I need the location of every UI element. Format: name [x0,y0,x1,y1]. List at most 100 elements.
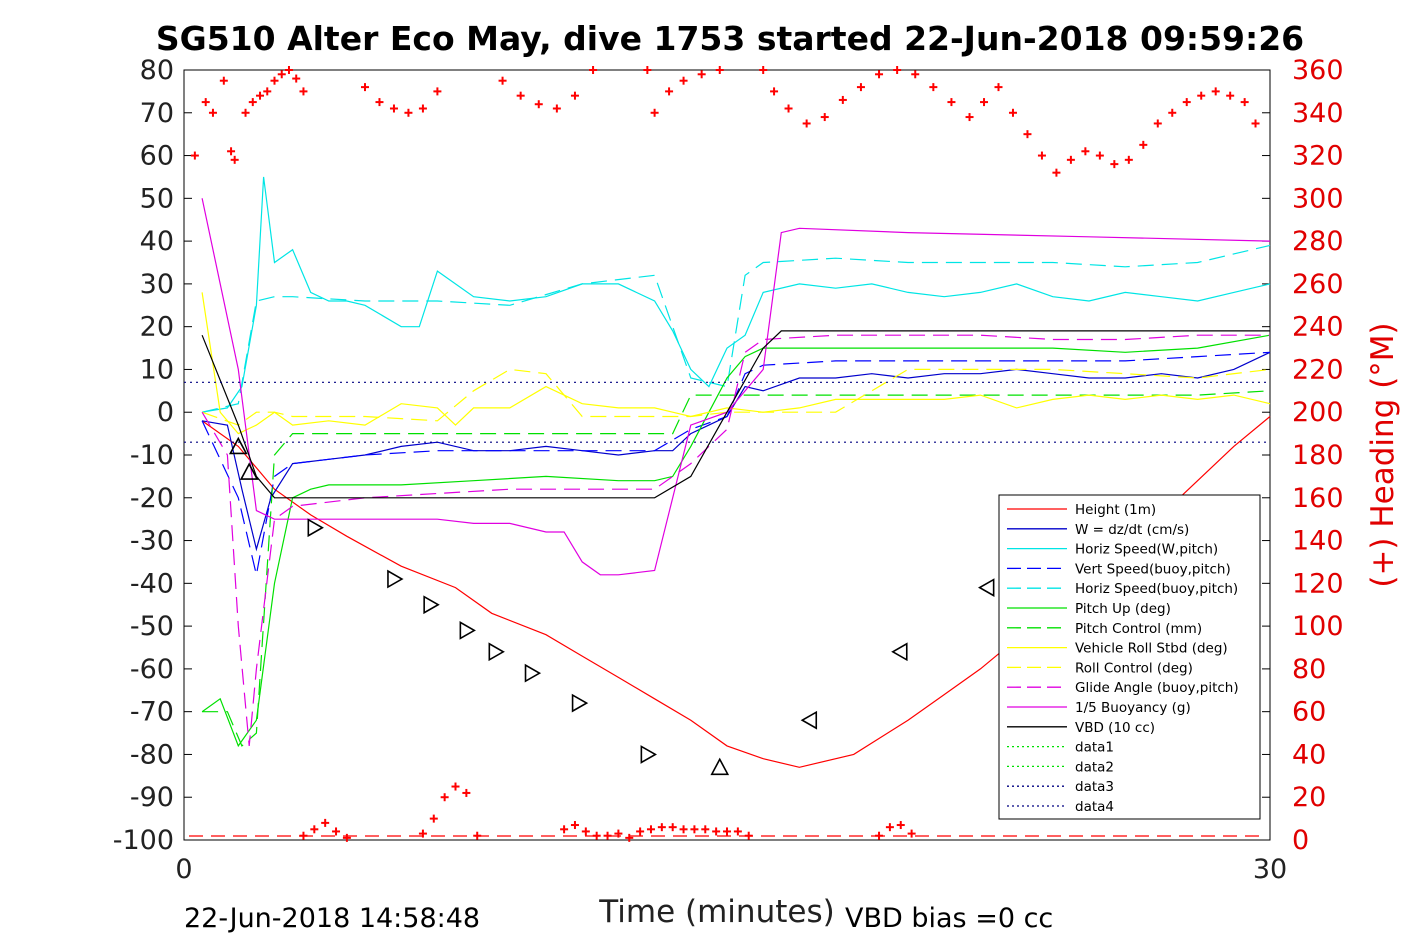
heading-point [893,66,902,74]
heading-point [820,113,829,122]
heading-point [277,70,286,79]
heading-point [1197,91,1206,100]
y2-tick-label: 340 [1292,98,1344,129]
series-line-2 [201,176,1271,413]
heading-point [650,108,659,117]
heading-point [433,87,442,96]
heading-point [1240,98,1249,107]
glide-marker [488,642,505,662]
heading-point [581,827,590,836]
heading-point [560,825,569,834]
heading-point [1226,91,1235,100]
heading-point [270,76,279,85]
y2-tick-label: 40 [1292,739,1326,770]
heading-point [1211,87,1220,96]
y2-tick-label: 200 [1292,397,1344,428]
heading-point [784,104,793,113]
y2-tick-label: 180 [1292,440,1344,471]
heading-point [679,76,688,85]
footer-vbd-bias: VBD bias =0 cc [845,903,1053,934]
heading-point [498,76,507,85]
heading-point [701,825,710,834]
y2-tick-label: 240 [1292,312,1344,343]
heading-point [679,825,688,834]
footer-timestamp: 22-Jun-2018 14:58:48 [184,903,480,934]
series-line-7 [201,292,1271,435]
legend-label: VBD (10 cc) [1075,720,1155,736]
heading-point [310,825,319,834]
heading-point [668,823,677,832]
y-tick-label: -100 [113,825,174,856]
heading-point [1008,108,1017,117]
chart-title: SG510 Alter Eco May, dive 1753 started 2… [156,19,1304,58]
heading-point [227,147,236,156]
heading-point [589,66,598,74]
x-tick-label: 30 [1253,854,1287,885]
glide-marker [524,663,542,683]
legend-label: Pitch Control (mm) [1075,621,1202,637]
heading-point [838,95,847,104]
series-line-10 [201,198,1271,576]
heading-point [332,827,341,836]
y2-tick-label: 80 [1292,654,1326,685]
heading-point [625,833,634,842]
heading-point [208,108,217,117]
legend-label: data1 [1075,740,1114,756]
y-tick-label: 30 [140,269,174,300]
y2-tick-label: 160 [1292,483,1344,514]
heading-point [1124,155,1133,164]
heading-point [241,108,250,117]
glide-marker [800,710,818,730]
heading-point [947,98,956,107]
legend-label: Vehicle Roll Stbd (deg) [1075,641,1228,657]
y-tick-label: -40 [130,568,174,599]
heading-point [201,98,210,107]
heading-point [256,91,265,100]
x-axis: 0 30 [175,832,1287,885]
y-tick-label: 70 [140,98,174,129]
series-line-6 [202,390,1271,747]
heading-point [712,827,721,836]
heading-point [965,113,974,122]
heading-point [1066,155,1075,164]
y-axis-right: 3603403203002802602402202001801601401201… [1292,55,1344,856]
heading-point [1168,108,1177,117]
heading-point [1110,160,1119,169]
heading-point [190,151,199,160]
y-tick-label: -10 [130,440,174,471]
heading-point [1153,119,1162,128]
series-line-4 [201,244,1271,413]
heading-point [361,83,369,92]
heading-point [534,100,543,109]
heading-point [636,827,645,836]
y-tick-label: 60 [140,141,174,172]
heading-point [1052,168,1061,177]
legend: Height (1m) W = dz/dt (cm/s) Horiz Speed(W… [998,494,1261,820]
y2-tick-label: 320 [1292,141,1344,172]
y2-tick-label: 300 [1292,183,1344,214]
glide-marker [891,642,908,662]
heading-point [657,823,666,832]
series-line-3 [201,351,1271,575]
heading-point [1023,130,1032,139]
heading-point [665,87,674,96]
heading-point [389,104,398,113]
y2-tick-label: 360 [1292,55,1344,86]
legend-label: Height (1m) [1075,502,1156,518]
y2-tick-label: 280 [1292,226,1344,257]
heading-point [646,825,655,834]
heading-point [911,70,920,79]
y-tick-label: -80 [130,739,174,770]
y2-tick-label: 120 [1292,568,1344,599]
x-axis-label: Time (minutes) [598,894,834,930]
legend-label: Glide Angle (buoy,pitch) [1075,680,1239,696]
heading-point [552,104,561,113]
y2-tick-label: 260 [1292,269,1344,300]
y2-tick-label: 20 [1292,782,1326,813]
heading-point [230,155,239,164]
series-layer [184,176,1271,768]
series-line-5 [201,334,1271,748]
heading-point [770,87,779,96]
legend-label: Vert Speed(buoy,pitch) [1075,561,1231,577]
